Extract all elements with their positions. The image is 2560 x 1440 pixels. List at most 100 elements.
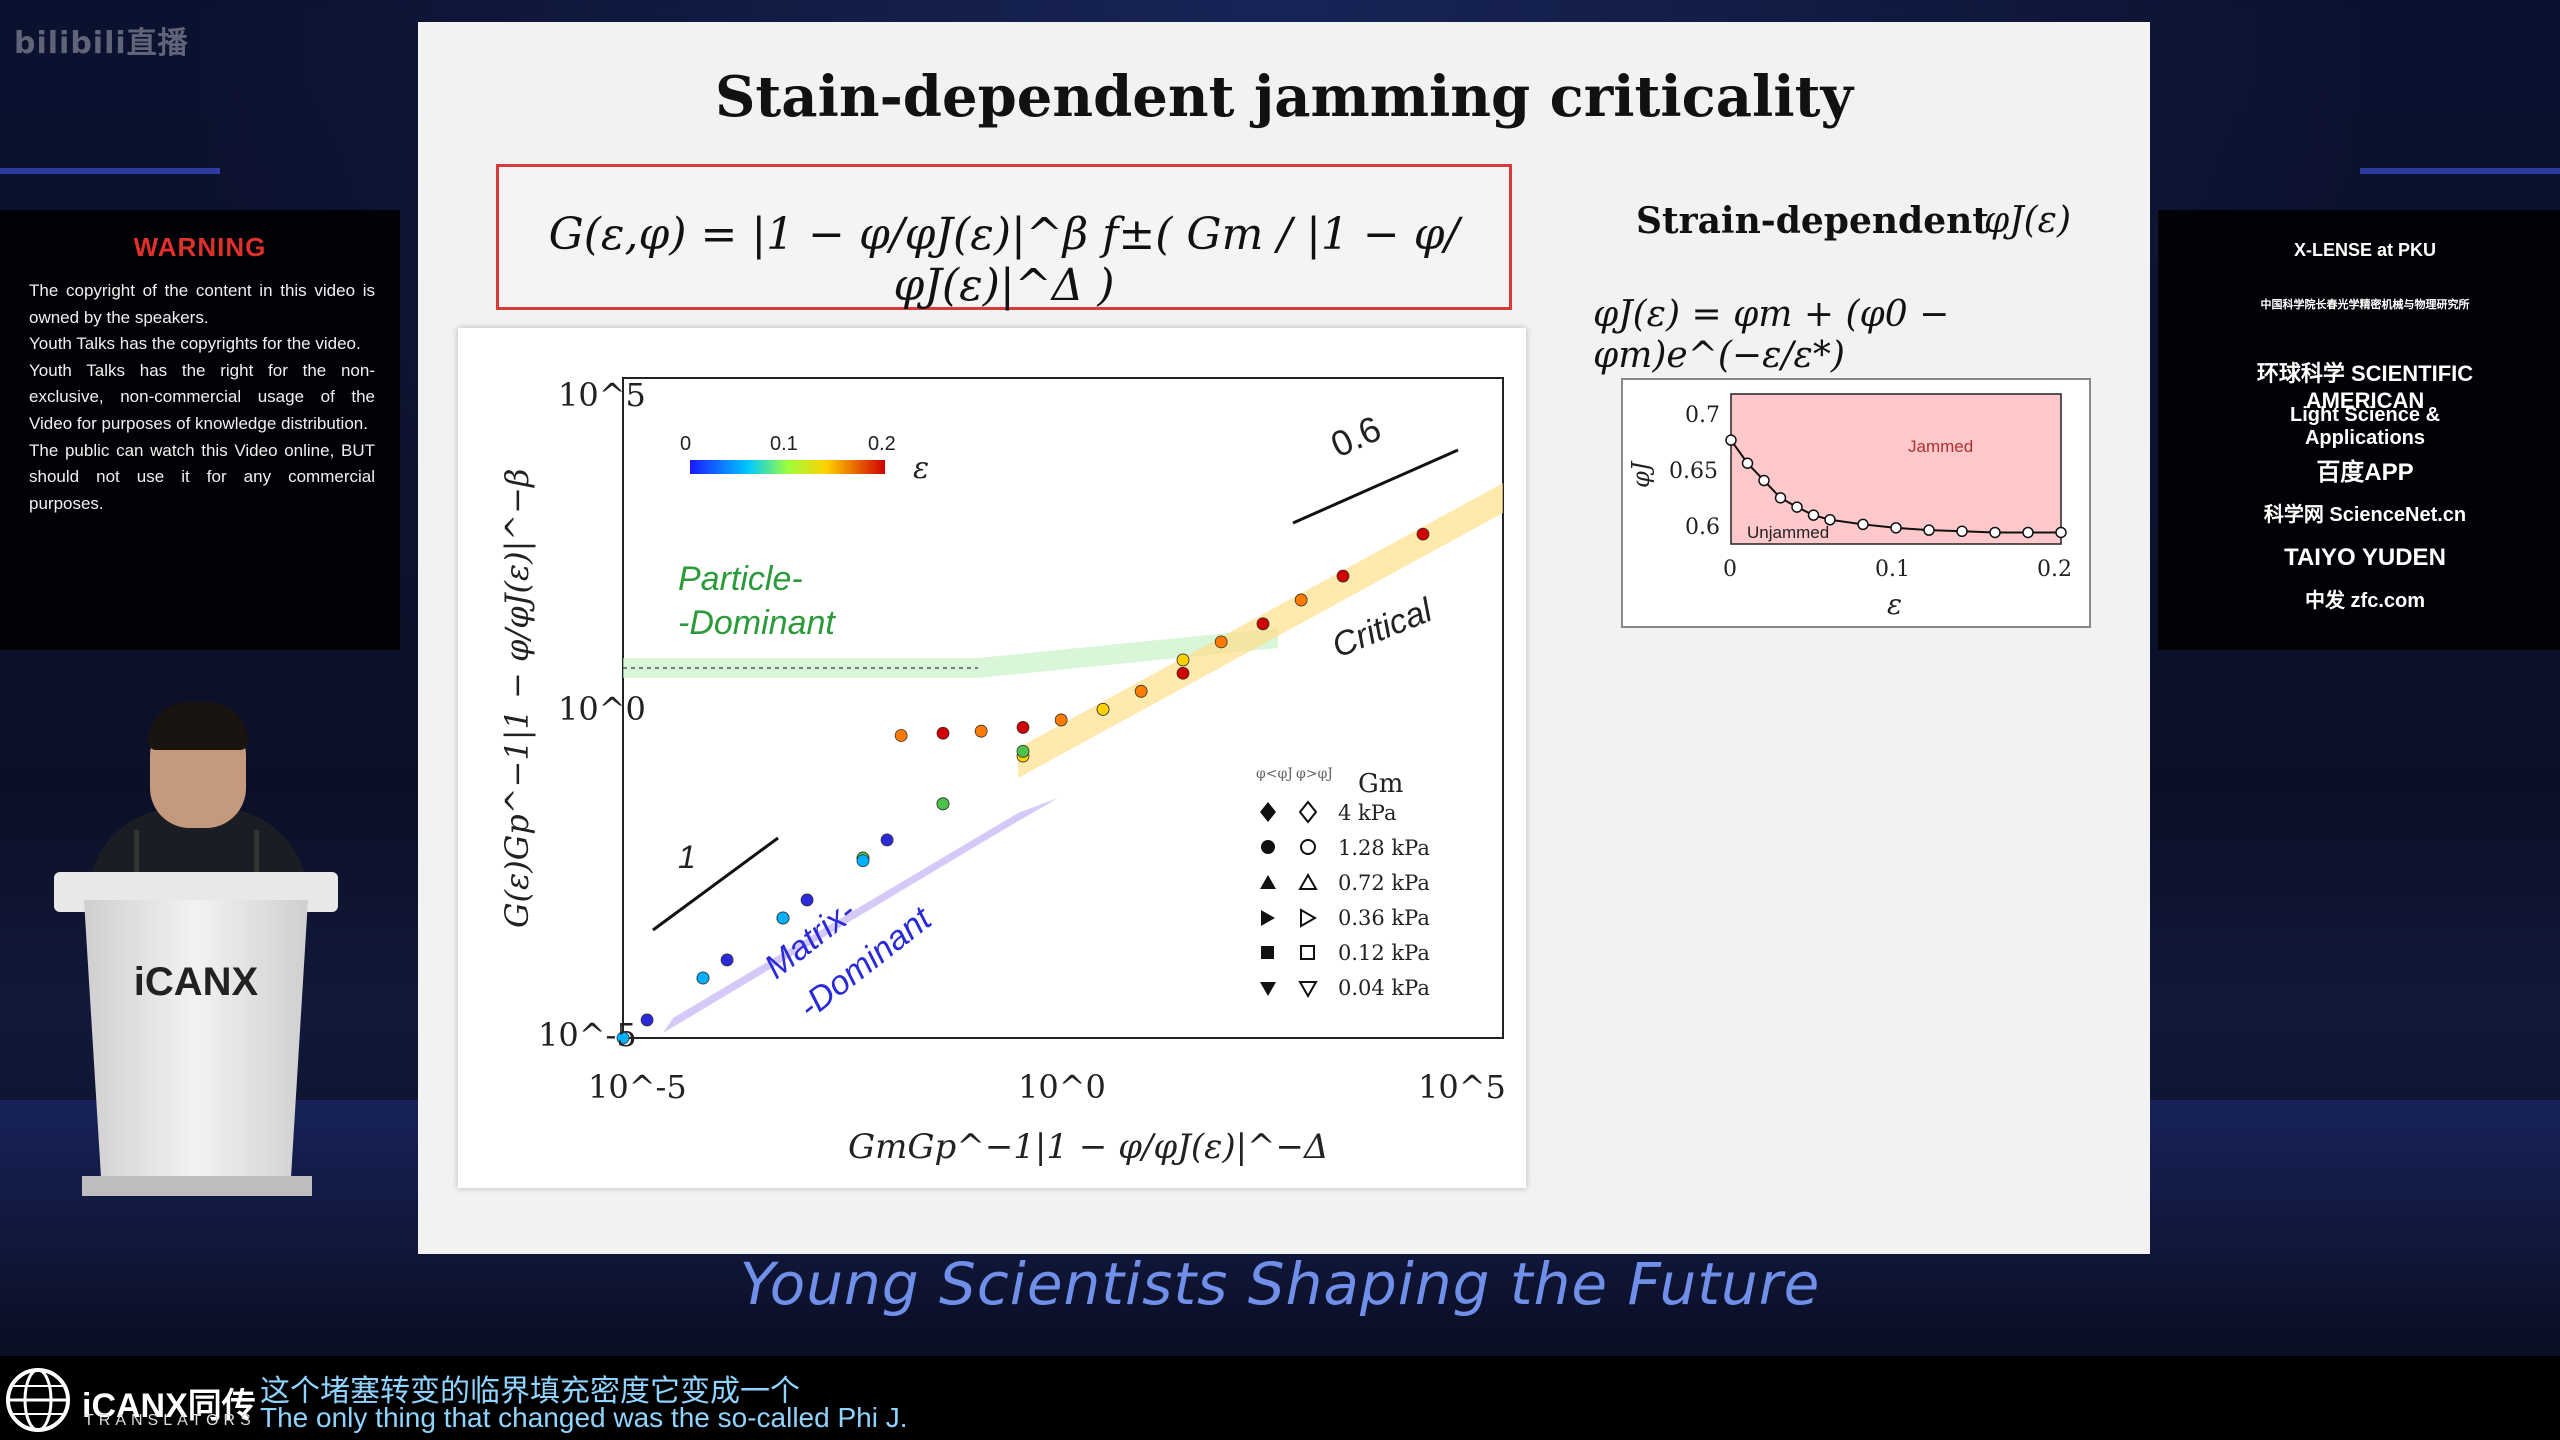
sponsor-logo: X-LENSE at PKU bbox=[2293, 240, 2437, 260]
speaker-hair bbox=[148, 702, 248, 750]
microphone-left bbox=[134, 830, 139, 900]
scatter-point bbox=[1134, 684, 1148, 698]
main-plot-svg: 10^5 10^0 10^-5 10^-5 10^0 10^5 0 0.1 0.… bbox=[498, 376, 1506, 1167]
inset-frame bbox=[1730, 393, 2062, 545]
warning-line: Youth Talks has the copyrights for the v… bbox=[29, 334, 361, 354]
podium bbox=[84, 900, 308, 1192]
sponsor-logo: 科学网 ScienceNet.cn bbox=[2263, 504, 2467, 526]
subtitle-bar bbox=[0, 1356, 2560, 1440]
slope-label-low: 1 bbox=[678, 839, 696, 875]
scatter-point bbox=[856, 854, 870, 868]
slide-title: Stain-dependent jamming criticality bbox=[714, 64, 1854, 130]
scatter-point bbox=[720, 953, 734, 967]
scatter-point bbox=[936, 797, 950, 811]
podium-base bbox=[82, 1176, 312, 1196]
scatter-point bbox=[1256, 617, 1270, 631]
warning-line: Youth Talks has the right for the non-ex… bbox=[29, 360, 375, 433]
y-tick-label: 10^-5 bbox=[538, 1016, 637, 1054]
stage-light-right bbox=[2360, 168, 2560, 174]
scatter-point bbox=[616, 1031, 630, 1045]
legend-open-right-triangle bbox=[1300, 908, 1318, 928]
inset-svg: Jammed Unjammed 0.7 0.65 0.6 0 0.1 0.2 φ… bbox=[1627, 393, 2072, 621]
legend-open-triangle bbox=[1298, 872, 1318, 890]
colorbar bbox=[690, 460, 885, 474]
inset-x-label: ε bbox=[1887, 588, 1902, 621]
microphone-right bbox=[254, 830, 259, 900]
x-tick-label: 10^5 bbox=[1418, 1068, 1506, 1106]
jammed-label: Jammed bbox=[1908, 437, 1973, 456]
inset-point bbox=[1824, 514, 1836, 526]
critical-band bbox=[1018, 483, 1503, 778]
x-axis-label: GmGp^−1|1 − φ/φJ(ε)|^−Δ bbox=[848, 1127, 1329, 1167]
colorbar-tick: 0.1 bbox=[770, 433, 798, 455]
sponsor-logo: 中发 zfc.com bbox=[2304, 590, 2426, 612]
inset-phi-plot: Jammed Unjammed 0.7 0.65 0.6 0 0.1 0.2 φ… bbox=[1621, 378, 2091, 628]
inset-x-tick: 0.2 bbox=[2037, 557, 2072, 582]
legend-open-down-triangle bbox=[1298, 981, 1318, 999]
scatter-point bbox=[800, 893, 814, 907]
x-tick-label: 10^0 bbox=[1018, 1068, 1106, 1106]
critical-label: Critical bbox=[1327, 591, 1439, 666]
inset-point bbox=[1857, 518, 1869, 531]
legend-entry: 4 kPa bbox=[1338, 801, 1396, 825]
scatter-point bbox=[1416, 527, 1430, 541]
sponsor-logo: 中国科学院长春光学精密机械与物理研究所 bbox=[2260, 299, 2470, 311]
scatter-point bbox=[1016, 744, 1030, 758]
colorbar-tick: 0.2 bbox=[868, 433, 896, 455]
podium-logo: iCANX bbox=[133, 960, 259, 1004]
legend-markers bbox=[1260, 800, 1318, 999]
legend-title: Gm bbox=[1358, 769, 1403, 799]
presentation-slide: Stain-dependent jamming criticality G(ε,… bbox=[418, 22, 2150, 1254]
inset-point bbox=[1989, 526, 2001, 539]
legend-entry: 0.72 kPa bbox=[1338, 871, 1430, 895]
phi-j-points bbox=[1725, 434, 2067, 539]
scatter-points bbox=[616, 527, 1430, 1045]
inset-point bbox=[1758, 474, 1770, 487]
scatter-point bbox=[894, 729, 908, 742]
scatter-point bbox=[1336, 569, 1350, 583]
warning-line: The public can watch this Video online, … bbox=[29, 440, 375, 513]
scatter-point bbox=[974, 724, 988, 738]
subtitle-chinese: 这个堵塞转变的临界填充密度它变成一个 bbox=[260, 1374, 800, 1409]
strain-dependent-label: Strain-dependent bbox=[1636, 200, 1989, 242]
legend-entry: 0.12 kPa bbox=[1338, 941, 1430, 965]
legend-open-circle bbox=[1300, 839, 1316, 855]
legend-filled-diamond bbox=[1260, 802, 1276, 822]
legend-filled-triangle bbox=[1260, 875, 1276, 889]
inset-point bbox=[2055, 526, 2067, 539]
legend-filled-down-triangle bbox=[1260, 982, 1276, 996]
sponsor-logo: 环球科学 SCIENTIFIC AMERICAN bbox=[2256, 361, 2474, 413]
scatter-point bbox=[1016, 721, 1030, 734]
scatter-point bbox=[1294, 593, 1308, 607]
inset-y-tick: 0.65 bbox=[1669, 459, 1718, 484]
matrix-band bbox=[663, 798, 1058, 1033]
inset-y-tick: 0.6 bbox=[1685, 515, 1720, 540]
sponsor-logo: TAIYO YUDEN bbox=[2284, 544, 2446, 571]
particle-dominant-label: -Dominant bbox=[678, 604, 836, 642]
strain-symbol: φJ(ε) bbox=[1984, 200, 2072, 241]
globe-icon bbox=[6, 1368, 70, 1432]
unjammed-label: Unjammed bbox=[1747, 523, 1829, 542]
warning-line: The copyright of the content in this vid… bbox=[29, 281, 375, 327]
legend-header-left: φ<φJ bbox=[1256, 766, 1293, 782]
legend-open-square bbox=[1300, 945, 1315, 960]
slope-line-high bbox=[1292, 448, 1459, 525]
inset-point bbox=[1923, 524, 1935, 536]
inset-point bbox=[1725, 434, 1737, 446]
legend-filled-right-triangle bbox=[1261, 910, 1275, 926]
scatter-point bbox=[1054, 713, 1068, 727]
scatter-point bbox=[1096, 702, 1110, 716]
inset-point bbox=[1956, 525, 1968, 538]
y-axis-label: G(ε)Gp^−1|1 − φ/φJ(ε)|^−β bbox=[498, 469, 536, 929]
sponsor-logo: Light Science & Applications bbox=[2289, 404, 2441, 449]
particle-band bbox=[623, 628, 1278, 678]
warning-text: The copyright of the content in this vid… bbox=[29, 278, 375, 517]
legend-entry: 1.28 kPa bbox=[1338, 836, 1430, 860]
phi-j-equation: φJ(ε) = φm + (φ0 − φm)e^(−ε/ε*) bbox=[1593, 294, 1950, 376]
legend-open-diamond bbox=[1298, 800, 1318, 824]
scatter-point bbox=[936, 726, 950, 740]
translator-name: iCANX同传 bbox=[82, 1387, 256, 1425]
main-equation-box: G(ε,φ) = |1 − φ/φJ(ε)|^β f±( Gm / |1 − φ… bbox=[496, 164, 1512, 311]
warning-title: WARNING bbox=[133, 232, 267, 262]
scatter-point bbox=[1176, 666, 1190, 680]
